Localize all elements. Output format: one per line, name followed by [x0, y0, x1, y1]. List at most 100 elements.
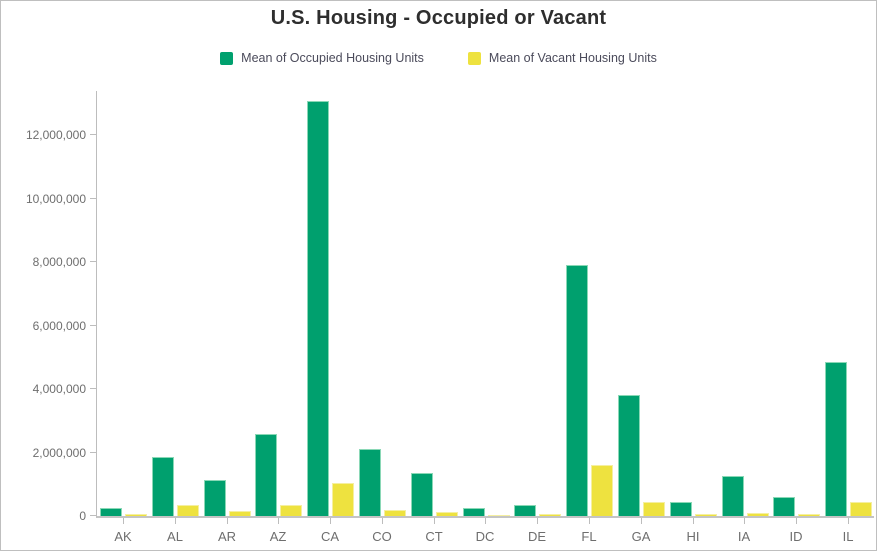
x-axis-tick — [278, 518, 279, 524]
bar-occupied-al[interactable] — [151, 457, 174, 516]
plot-area: 0 2,000,000 4,000,000 6,000,000 8,000,000 10,… — [26, 91, 874, 544]
bar-group-de — [511, 91, 563, 516]
y-axis-tick — [90, 388, 97, 389]
y-axis-tick — [90, 198, 97, 199]
x-axis-label-fl: FL — [581, 529, 597, 544]
x-axis-tick — [434, 518, 435, 524]
legend-label-occupied: Mean of Occupied Housing Units — [241, 51, 424, 65]
bar-vacant-ar[interactable] — [228, 511, 251, 516]
bar-occupied-ar[interactable] — [203, 480, 226, 516]
bar-occupied-ak[interactable] — [99, 508, 122, 516]
bar-vacant-hi[interactable] — [694, 514, 717, 516]
y-axis-tick-label: 10,000,000 — [25, 192, 86, 206]
bar-group-ga — [615, 91, 667, 516]
bar-group-az — [252, 91, 304, 516]
bar-occupied-hi[interactable] — [669, 502, 692, 516]
y-axis-tick-label: 6,000,000 — [32, 319, 86, 333]
bar-group-fl — [563, 91, 615, 516]
bar-occupied-ia[interactable] — [721, 476, 744, 516]
x-axis-label-ca: CA — [320, 529, 340, 544]
x-axis-label-al: AL — [167, 529, 183, 544]
y-axis-tick-label: 0 — [79, 509, 86, 523]
y-axis-tick — [90, 452, 97, 453]
x-axis-label-ak: AK — [114, 529, 132, 544]
bar-group-ar — [201, 91, 253, 516]
bar-group-ca — [304, 91, 356, 516]
x-axis-tick — [123, 518, 124, 524]
x-axis-label-co: CO — [372, 529, 392, 544]
bar-vacant-az[interactable] — [279, 505, 302, 516]
legend-swatch-vacant-icon — [467, 51, 481, 65]
bar-group-hi — [667, 91, 719, 516]
chart-title: U.S. Housing - Occupied or Vacant — [270, 7, 607, 29]
bar-group-dc — [460, 91, 512, 516]
x-axis-tick — [796, 518, 797, 524]
legend-swatch-occupied-icon — [220, 51, 234, 65]
bar-vacant-ga[interactable] — [642, 502, 665, 516]
y-axis-tick-label: 4,000,000 — [32, 382, 86, 396]
x-axis-tick — [382, 518, 383, 524]
x-axis-tick — [485, 518, 486, 524]
bar-group-ak — [97, 91, 149, 516]
y-axis-tick — [90, 325, 97, 326]
bar-occupied-dc[interactable] — [462, 508, 485, 516]
x-axis-tick — [175, 518, 176, 524]
bar-occupied-id[interactable] — [772, 497, 795, 516]
bar-group-id — [770, 91, 822, 516]
bar-occupied-ga[interactable] — [617, 395, 640, 516]
x-axis-label-ar: AR — [217, 529, 237, 544]
bar-occupied-co[interactable] — [358, 449, 381, 516]
x-axis-tick — [693, 518, 694, 524]
chart-legend: Mean of Occupied Housing Units Mean of V… — [1, 51, 876, 65]
x-axis-label-ct: CT — [425, 529, 443, 544]
x-axis-label-il: IL — [842, 529, 854, 544]
legend-label-vacant: Mean of Vacant Housing Units — [488, 51, 657, 65]
x-axis-tick — [589, 518, 590, 524]
y-axis-tick-label: 12,000,000 — [25, 128, 86, 142]
bar-group-ct — [408, 91, 460, 516]
x-axis-label-dc: DC — [475, 529, 495, 544]
bar-occupied-de[interactable] — [513, 505, 536, 516]
bar-occupied-az[interactable] — [254, 434, 277, 516]
legend-item-vacant[interactable]: Mean of Vacant Housing Units — [467, 51, 657, 65]
x-axis-tick — [330, 518, 331, 524]
bar-vacant-al[interactable] — [176, 505, 199, 516]
bar-vacant-id[interactable] — [797, 514, 820, 516]
y-axis-tick — [90, 261, 97, 262]
bar-group-ia — [719, 91, 771, 516]
bar-vacant-fl[interactable] — [590, 465, 613, 516]
bar-vacant-il[interactable] — [849, 502, 872, 516]
bar-vacant-de[interactable] — [538, 514, 561, 516]
bar-vacant-ct[interactable] — [435, 512, 458, 516]
x-axis-label-de: DE — [527, 529, 547, 544]
bar-vacant-ak[interactable] — [124, 514, 147, 516]
x-axis-tick — [227, 518, 228, 524]
x-axis-label-hi: HI — [686, 529, 700, 544]
bar-vacant-co[interactable] — [383, 510, 406, 516]
x-axis-label-id: ID — [789, 529, 803, 544]
y-axis-tick-label: 2,000,000 — [32, 446, 86, 460]
x-axis-tick — [537, 518, 538, 524]
bar-vacant-ca[interactable] — [331, 483, 354, 516]
bar-vacant-ia[interactable] — [746, 513, 769, 516]
bar-group-il — [822, 91, 874, 516]
y-axis-tick — [90, 134, 97, 135]
bar-occupied-ct[interactable] — [410, 473, 433, 516]
x-axis-tick — [641, 518, 642, 524]
bar-occupied-fl[interactable] — [565, 265, 588, 516]
y-axis-tick-label: 8,000,000 — [32, 255, 86, 269]
bar-vacant-dc[interactable] — [487, 515, 510, 516]
bar-occupied-il[interactable] — [824, 362, 847, 516]
x-axis-label-ga: GA — [631, 529, 651, 544]
x-axis-label-az: AZ — [269, 529, 287, 544]
bar-group-co — [356, 91, 408, 516]
legend-item-occupied[interactable]: Mean of Occupied Housing Units — [220, 51, 424, 65]
x-axis-label-ia: IA — [737, 529, 751, 544]
x-axis-tick — [744, 518, 745, 524]
bar-occupied-ca[interactable] — [306, 101, 329, 516]
x-axis-tick — [848, 518, 849, 524]
bar-group-al — [149, 91, 201, 516]
y-axis-tick — [90, 515, 97, 516]
